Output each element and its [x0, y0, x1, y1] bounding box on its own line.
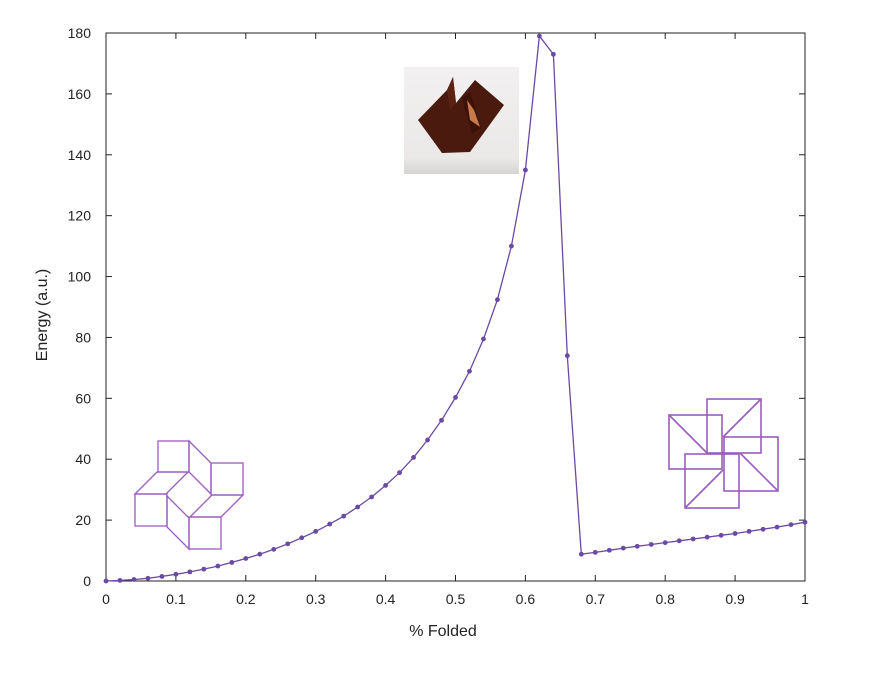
x-tick-label: 0.3 — [306, 591, 326, 607]
data-point — [299, 535, 305, 541]
data-point — [634, 543, 640, 549]
data-point — [201, 566, 207, 572]
y-axis-title: Energy (a.u.) — [34, 269, 51, 361]
x-tick-label: 0.5 — [446, 591, 466, 607]
data-point — [397, 470, 402, 476]
data-point — [788, 522, 794, 528]
data-point — [536, 33, 542, 39]
x-tick-label: 0 — [102, 591, 110, 607]
x-tick-label: 0.1 — [166, 591, 186, 607]
data-point — [746, 528, 752, 534]
data-point — [760, 526, 766, 532]
y-tick-label: 120 — [68, 208, 92, 224]
data-point — [802, 519, 808, 525]
y-tick-label: 60 — [75, 390, 91, 406]
data-point — [676, 538, 682, 544]
data-point — [564, 353, 570, 359]
data-point — [243, 556, 249, 561]
y-tick-label: 180 — [68, 25, 92, 41]
series-energy — [103, 33, 808, 584]
data-point — [257, 551, 263, 557]
y-tick-label: 0 — [83, 573, 91, 589]
data-point — [411, 454, 416, 460]
data-point — [117, 577, 123, 583]
unfolded-pattern-icon — [133, 439, 245, 551]
data-point — [229, 560, 235, 565]
folded-model-photo — [404, 67, 519, 174]
data-point — [383, 483, 388, 488]
x-tick-label: 1 — [801, 591, 809, 607]
data-point — [341, 513, 347, 519]
data-point — [718, 532, 724, 538]
x-tick-label: 0.2 — [236, 591, 256, 607]
data-point — [774, 524, 780, 530]
data-point — [355, 504, 361, 510]
data-point — [271, 546, 277, 552]
y-tick-label: 40 — [75, 451, 91, 467]
data-point — [592, 549, 598, 555]
data-point — [131, 577, 137, 582]
data-point — [145, 575, 151, 581]
data-point — [704, 534, 710, 540]
x-tick-label: 0.6 — [516, 591, 536, 607]
data-point — [690, 536, 696, 542]
data-point — [173, 571, 179, 577]
folded-pinwheel-icon — [668, 398, 779, 509]
data-point — [732, 531, 738, 536]
data-point — [495, 297, 500, 303]
x-tick-label: 0.9 — [725, 591, 745, 607]
x-tick-label: 0.7 — [586, 591, 606, 607]
data-point — [425, 437, 430, 443]
data-point — [369, 494, 375, 500]
x-tick-label: 0.8 — [655, 591, 675, 607]
data-point — [439, 417, 444, 423]
data-point — [467, 368, 472, 374]
data-point — [313, 528, 319, 534]
data-point — [620, 545, 626, 551]
data-point — [662, 540, 668, 546]
data-point — [481, 336, 486, 342]
y-tick-label: 160 — [68, 86, 92, 102]
data-point — [578, 551, 584, 557]
data-point — [159, 574, 165, 579]
y-tick-label: 80 — [75, 329, 91, 345]
y-tick-label: 100 — [68, 269, 92, 285]
y-axis-ticks: 0 20 40 60 80 100 120 140 160 180 — [68, 25, 805, 589]
data-point — [453, 395, 458, 400]
y-tick-label: 20 — [75, 512, 91, 528]
x-tick-label: 0.4 — [376, 591, 396, 607]
data-point — [285, 541, 291, 547]
data-point — [606, 547, 612, 553]
data-point — [550, 51, 556, 57]
data-point — [103, 578, 109, 584]
data-point — [215, 563, 221, 569]
x-axis-title: % Folded — [409, 623, 477, 640]
y-tick-label: 140 — [68, 147, 92, 163]
data-point — [187, 569, 193, 575]
x-axis-ticks: 0 0.1 0.2 0.3 0.4 0.5 0.6 0.7 0.8 0.9 1 — [102, 33, 809, 607]
data-point — [509, 243, 514, 249]
data-point — [648, 542, 654, 547]
data-point — [327, 521, 333, 527]
data-point — [523, 167, 528, 173]
